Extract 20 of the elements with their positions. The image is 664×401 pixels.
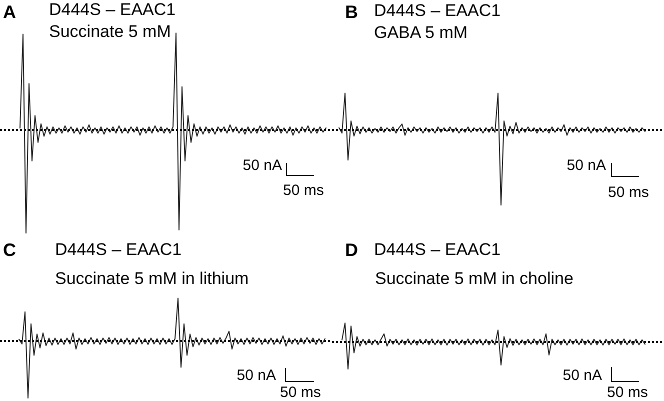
annotation: 50 ms (283, 182, 324, 199)
chart-title: D444S – EAAC1 (55, 240, 182, 259)
chart-title: D444S – EAAC1 (374, 240, 501, 259)
annotation: 50 nA (566, 157, 606, 174)
chart-subtitle: GABA 5 mM (374, 23, 468, 42)
chart-subtitle: Succinate 5 mM in choline (375, 269, 574, 288)
text: 50 ms (607, 384, 648, 401)
annotation: 50 ms (280, 384, 321, 401)
text: D (345, 240, 358, 260)
annotation: 50 ms (608, 184, 649, 201)
text: B (345, 2, 358, 22)
text: C (3, 240, 16, 260)
chart-title: D444S – EAAC1 (49, 0, 176, 19)
text: A (3, 2, 16, 22)
chart-subtitle: Succinate 5 mM (49, 22, 171, 41)
chart-subtitle: Succinate 5 mM in lithium (55, 269, 249, 288)
annotation: 50 nA (242, 157, 282, 174)
chart-title: D444S – EAAC1 (374, 1, 501, 20)
annotation: 50 nA (562, 367, 602, 384)
annotation: 50 nA (236, 367, 276, 384)
